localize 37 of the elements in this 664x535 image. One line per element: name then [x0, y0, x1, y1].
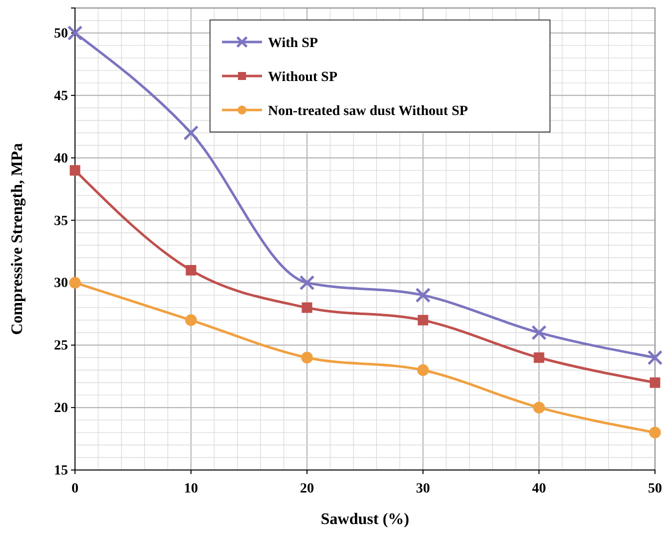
x-tick-label: 0: [72, 481, 78, 496]
point: [415, 288, 431, 303]
y-axis-title: Compressive Strength, MPa: [9, 143, 26, 335]
legend-label: With SP: [268, 36, 318, 51]
y-tick-label: 45: [54, 88, 68, 104]
y-tick-label: 50: [54, 26, 68, 42]
y-tick-label: 40: [54, 151, 68, 166]
point: [69, 276, 81, 289]
point: [299, 275, 315, 290]
y-tick-label: 15: [54, 463, 68, 478]
x-tick-label: 10: [184, 481, 198, 496]
legend-label: Without SP: [268, 70, 338, 85]
x-tick-label: 40: [532, 481, 546, 496]
point: [531, 325, 547, 340]
point: [417, 364, 429, 376]
y-tick-label: 30: [54, 276, 68, 292]
point: [67, 25, 83, 41]
point: [533, 402, 545, 414]
x-tick-label: 30: [416, 481, 430, 496]
point: [70, 165, 80, 176]
x-tick-label: 50: [648, 481, 662, 496]
point: [647, 350, 663, 366]
point: [534, 352, 544, 363]
y-tick-label: 20: [54, 401, 68, 416]
point: [649, 426, 661, 438]
legend-label: Non-treated saw dust Without SP: [268, 104, 468, 119]
y-tick-label: 25: [54, 338, 68, 354]
y-tick-label: 35: [54, 214, 68, 229]
point: [418, 314, 428, 326]
point: [186, 264, 196, 276]
point: [650, 377, 660, 388]
x-tick-label: 20: [300, 481, 314, 496]
x-axis-title: Sawdust (%): [320, 511, 410, 528]
point: [302, 302, 312, 313]
point: [301, 352, 313, 364]
point: [185, 314, 197, 326]
point: [183, 125, 199, 140]
